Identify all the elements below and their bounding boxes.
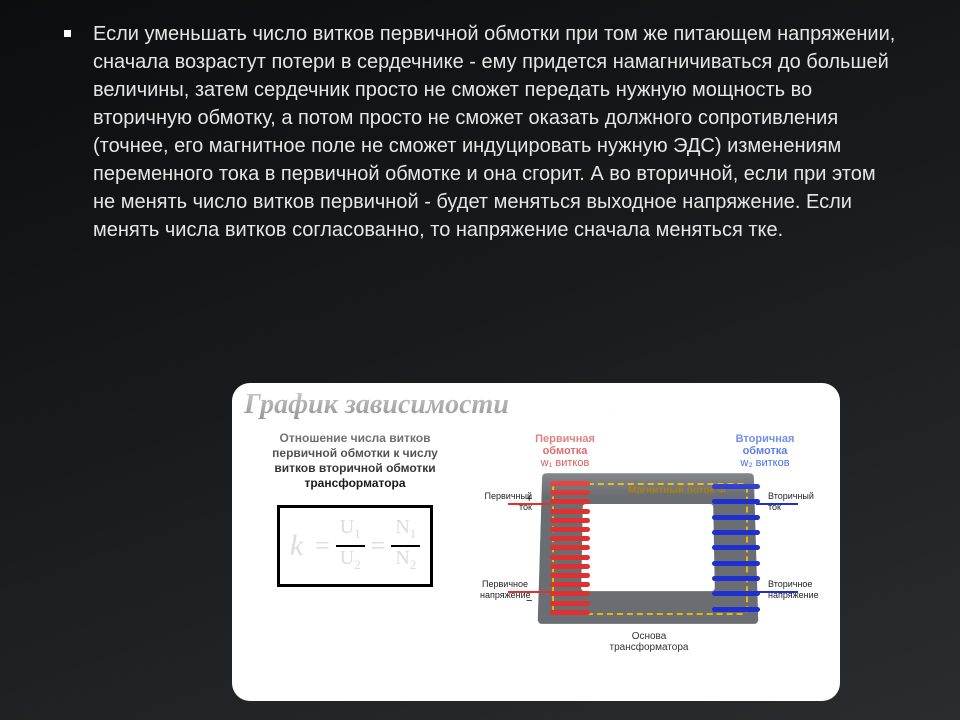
frac-n: N1 N2 (391, 516, 420, 576)
secondary-current-label: Вторичный ток (768, 491, 826, 513)
primary-current-label: Первичный ток (484, 491, 532, 513)
slide: Если уменьшать число витков первичной об… (0, 0, 960, 720)
primary-coil-turns: w₁ витков (541, 457, 590, 469)
figure-panel: График зависимости Отношение числа витко… (232, 383, 840, 701)
bullet-text: Если уменьшать число витков первичной об… (93, 20, 896, 244)
formula-box: k = U1 U2 = N1 N2 (277, 505, 434, 587)
ratio-caption: Отношение числа витков первичной обмотки… (252, 431, 458, 491)
n2: N (395, 547, 409, 569)
eq1: = (315, 531, 330, 561)
n1s: 1 (410, 526, 417, 541)
secondary-coil-turns: w₂ витков (740, 457, 789, 469)
primary-coil-label-text: Первичная обмотка (535, 433, 595, 457)
formula-k: k (290, 529, 303, 563)
eq2: = (371, 531, 386, 561)
figure-title: График зависимости (232, 383, 840, 421)
bullet-marker (64, 30, 71, 37)
secondary-voltage-label: Вторичное напряжение (768, 579, 826, 601)
bullet-block: Если уменьшать число витков первичной об… (64, 20, 896, 244)
u1: U (340, 516, 354, 538)
primary-voltage-label: Первичное напряжение (480, 579, 528, 601)
core-base-label: Основа трансформатора (606, 631, 692, 653)
u1s: 1 (354, 526, 361, 541)
secondary-coil-label-text: Вторичная обмотка (736, 433, 795, 457)
frac-u: U1 U2 (336, 516, 365, 576)
n2s: 2 (410, 557, 417, 572)
n1: N (395, 516, 409, 538)
secondary-coil-label: Вторичная обмотка w₂ витков (720, 433, 810, 469)
u2: U (340, 547, 354, 569)
primary-coil-label: Первичная обмотка w₁ витков (520, 433, 610, 469)
primary-coil (550, 479, 590, 617)
u2s: 2 (354, 557, 361, 572)
figure-left-column: Отношение числа витков первичной обмотки… (252, 431, 458, 587)
figure-body: Отношение числа витков первичной обмотки… (232, 421, 840, 661)
transformer-diagram: Первичная обмотка w₁ витков Вторичная об… (480, 431, 810, 661)
secondary-coil (712, 479, 760, 617)
